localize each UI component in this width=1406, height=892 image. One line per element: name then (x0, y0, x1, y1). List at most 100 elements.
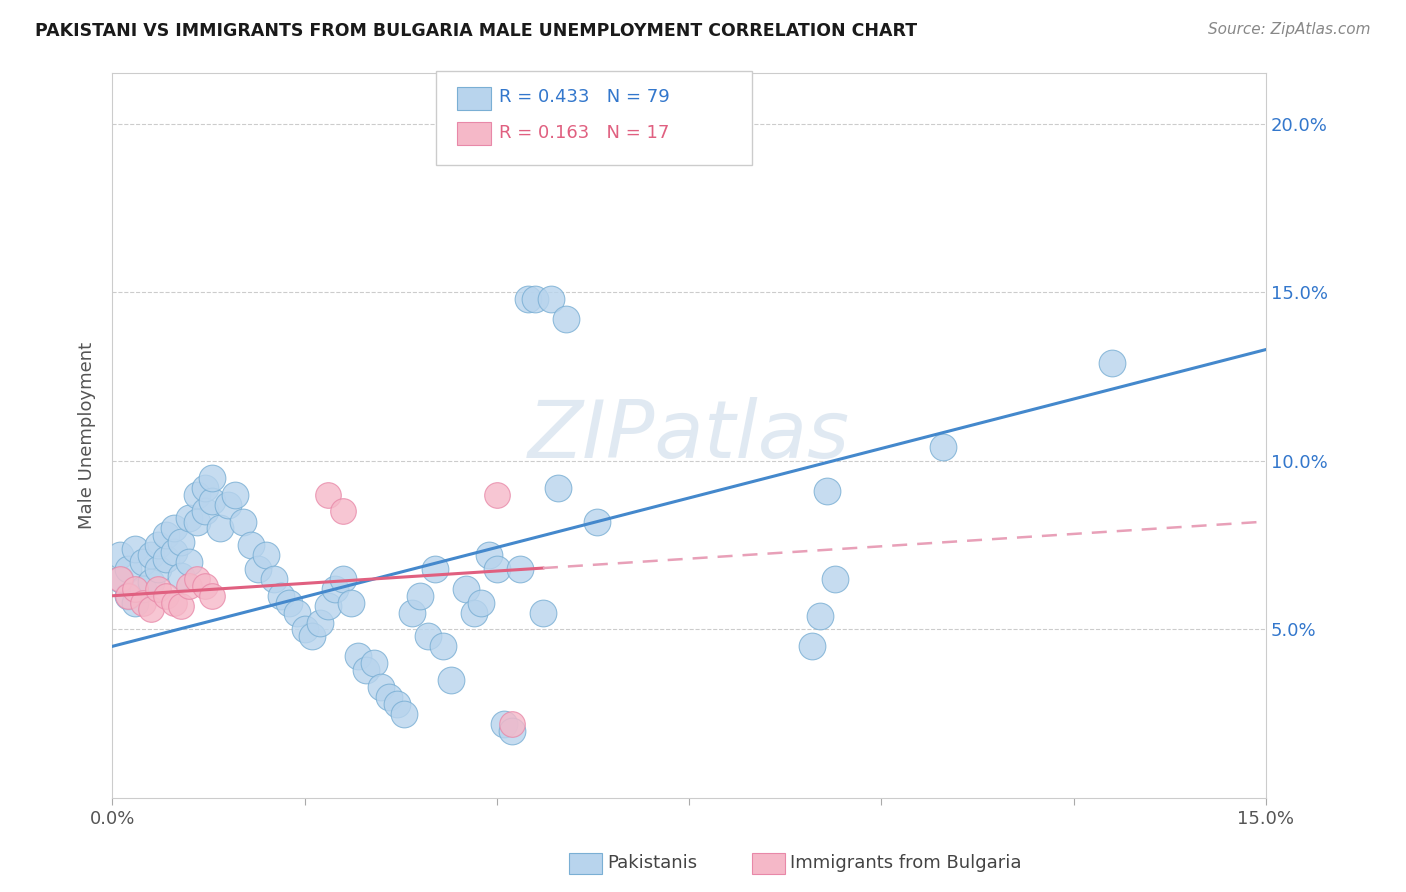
Point (270, 589, 292, 603)
Point (163, 521, 186, 535)
Point (801, 640, 824, 654)
Point (139, 602, 162, 616)
Point (124, 595, 146, 609)
Point (132, 595, 155, 609)
Point (193, 579, 215, 593)
Point (485, 487, 508, 501)
Point (332, 572, 354, 586)
Point (278, 595, 301, 609)
Point (163, 545, 186, 559)
Point (409, 589, 432, 603)
Point (454, 582, 477, 596)
Text: R = 0.433   N = 79: R = 0.433 N = 79 (499, 88, 669, 106)
Point (385, 697, 408, 711)
Point (394, 706, 416, 721)
Point (478, 549, 501, 563)
Point (117, 562, 139, 576)
Point (501, 723, 523, 738)
Point (501, 717, 523, 731)
Point (117, 589, 139, 603)
Point (463, 606, 485, 620)
Point (124, 541, 146, 556)
Point (316, 599, 339, 613)
Text: Immigrants from Bulgaria: Immigrants from Bulgaria (790, 854, 1022, 871)
Point (108, 549, 131, 563)
Text: PAKISTANI VS IMMIGRANTS FROM BULGARIA MALE UNEMPLOYMENT CORRELATION CHART: PAKISTANI VS IMMIGRANTS FROM BULGARIA MA… (35, 22, 917, 40)
Point (139, 549, 162, 563)
Point (347, 649, 370, 664)
Point (108, 572, 131, 586)
Point (148, 538, 170, 552)
Point (170, 568, 193, 582)
Text: Pakistanis: Pakistanis (607, 854, 697, 871)
Point (416, 629, 439, 643)
Point (179, 579, 201, 593)
Point (301, 629, 323, 643)
Text: R = 0.163   N = 17: R = 0.163 N = 17 (499, 124, 669, 142)
Point (247, 562, 270, 576)
Point (363, 657, 385, 671)
Point (524, 292, 547, 306)
Point (817, 484, 839, 499)
Point (516, 292, 538, 306)
Point (132, 555, 155, 569)
Point (354, 663, 377, 677)
Point (432, 640, 454, 654)
Point (132, 582, 155, 596)
Point (808, 609, 831, 624)
Point (1101, 356, 1123, 370)
Point (170, 599, 193, 613)
Point (193, 504, 215, 518)
Point (316, 487, 339, 501)
Point (494, 717, 516, 731)
Point (339, 595, 361, 609)
Point (179, 555, 201, 569)
Point (370, 680, 392, 694)
Point (378, 690, 401, 704)
Text: Source: ZipAtlas.com: Source: ZipAtlas.com (1208, 22, 1371, 37)
Point (824, 572, 846, 586)
Point (117, 589, 139, 603)
Point (585, 515, 607, 529)
Point (155, 528, 177, 542)
Point (208, 521, 231, 535)
Point (224, 487, 246, 501)
Point (309, 615, 332, 630)
Y-axis label: Male Unemployment: Male Unemployment (79, 342, 96, 529)
Point (179, 511, 201, 525)
Point (254, 549, 277, 563)
Point (447, 123, 470, 137)
Point (547, 481, 569, 495)
Point (186, 487, 208, 501)
Point (170, 534, 193, 549)
Point (201, 494, 224, 508)
Point (193, 481, 215, 495)
Point (540, 292, 562, 306)
Point (531, 606, 554, 620)
Point (108, 572, 131, 586)
Point (186, 572, 208, 586)
Point (440, 673, 463, 687)
Point (148, 582, 170, 596)
Point (932, 441, 955, 455)
Point (232, 515, 254, 529)
Point (285, 606, 308, 620)
Point (124, 582, 146, 596)
Point (155, 551, 177, 566)
Point (263, 572, 285, 586)
Point (155, 589, 177, 603)
Point (163, 595, 186, 609)
Point (509, 562, 531, 576)
Point (401, 606, 423, 620)
Point (239, 538, 262, 552)
Point (323, 582, 346, 596)
Point (555, 312, 578, 326)
Point (186, 515, 208, 529)
Point (217, 498, 239, 512)
Point (139, 575, 162, 590)
Point (425, 562, 447, 576)
Point (470, 595, 492, 609)
Point (294, 623, 316, 637)
Point (332, 504, 354, 518)
Text: ZIPatlas: ZIPatlas (529, 397, 851, 475)
